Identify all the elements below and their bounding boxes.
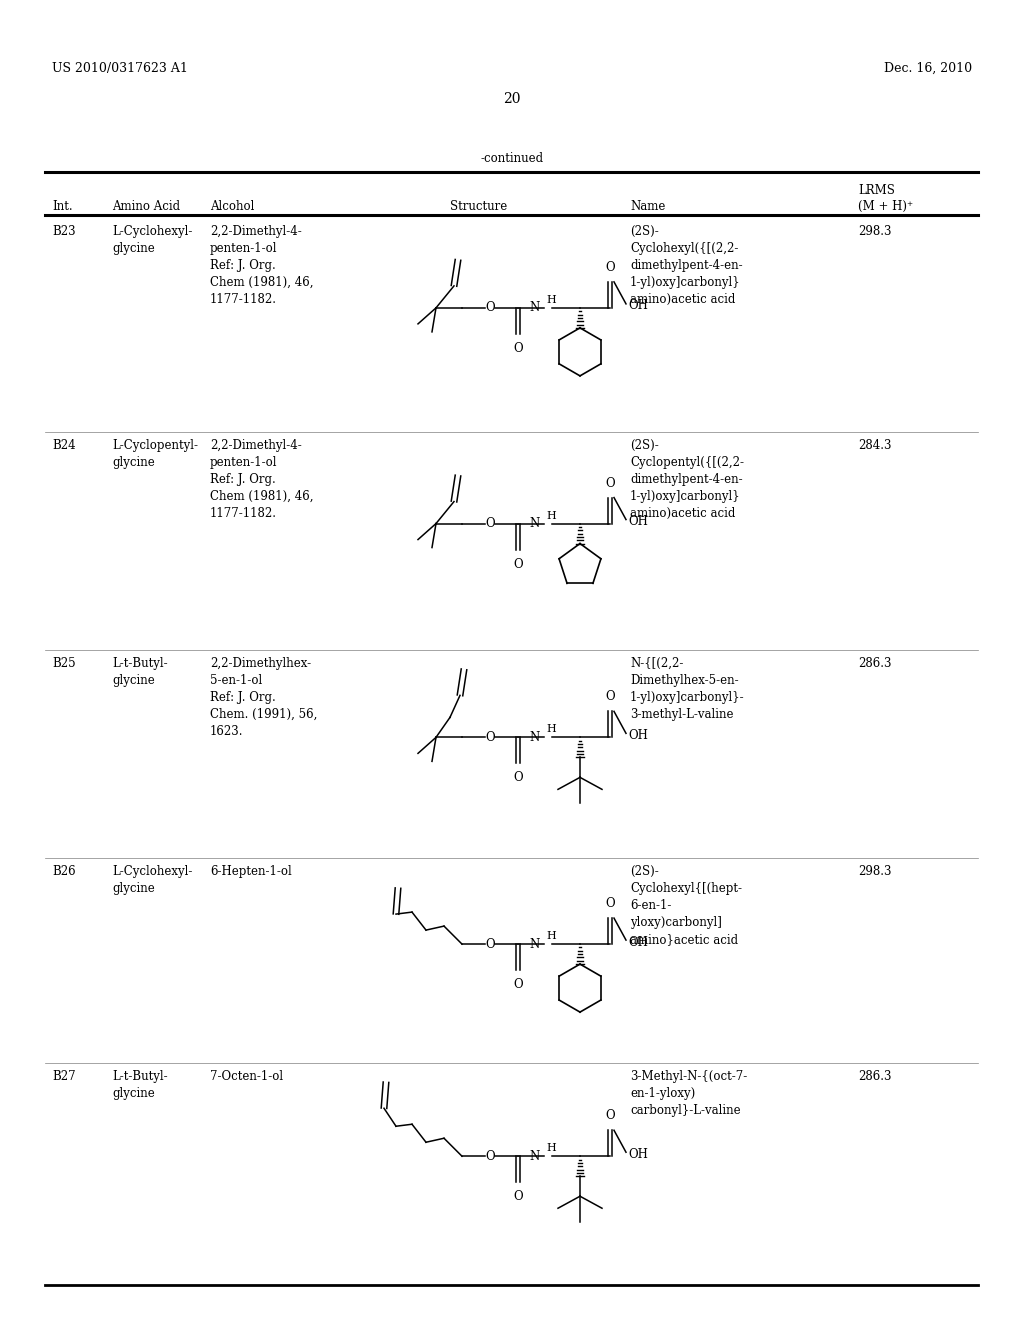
Text: -continued: -continued xyxy=(480,152,544,165)
Text: B23: B23 xyxy=(52,224,76,238)
Text: 3-Methyl-N-{(oct-7-
en-1-yloxy)
carbonyl}-L-valine: 3-Methyl-N-{(oct-7- en-1-yloxy) carbonyl… xyxy=(630,1071,748,1117)
Text: OH: OH xyxy=(628,1147,648,1160)
Text: L-t-Butyl-
glycine: L-t-Butyl- glycine xyxy=(112,1071,168,1100)
Text: 7-Octen-1-ol: 7-Octen-1-ol xyxy=(210,1071,283,1082)
Text: H: H xyxy=(546,511,556,520)
Text: L-t-Butyl-
glycine: L-t-Butyl- glycine xyxy=(112,657,168,686)
Text: L-Cyclohexyl-
glycine: L-Cyclohexyl- glycine xyxy=(112,865,193,895)
Text: OH: OH xyxy=(628,936,648,949)
Text: N-{[(2,2-
Dimethylhex-5-en-
1-yl)oxy]carbonyl}-
3-methyl-L-valine: N-{[(2,2- Dimethylhex-5-en- 1-yl)oxy]car… xyxy=(630,657,744,721)
Text: 2,2-Dimethyl-4-
penten-1-ol
Ref: J. Org.
Chem (1981), 46,
1177-1182.: 2,2-Dimethyl-4- penten-1-ol Ref: J. Org.… xyxy=(210,440,313,520)
Text: H: H xyxy=(546,725,556,734)
Text: Name: Name xyxy=(630,201,666,213)
Text: B26: B26 xyxy=(52,865,76,878)
Text: O: O xyxy=(485,1150,495,1163)
Text: 286.3: 286.3 xyxy=(858,657,892,671)
Text: B24: B24 xyxy=(52,440,76,451)
Text: 20: 20 xyxy=(503,92,521,106)
Text: (2S)-
Cyclopentyl({[(2,2-
dimethylpent-4-en-
1-yl)oxy]carbonyl}
amino)acetic aci: (2S)- Cyclopentyl({[(2,2- dimethylpent-4… xyxy=(630,440,744,520)
Text: N: N xyxy=(529,301,540,314)
Text: H: H xyxy=(546,294,556,305)
Text: N: N xyxy=(529,937,540,950)
Text: L-Cyclopentyl-
glycine: L-Cyclopentyl- glycine xyxy=(112,440,198,469)
Text: B27: B27 xyxy=(52,1071,76,1082)
Text: OH: OH xyxy=(628,300,648,313)
Text: L-Cyclohexyl-
glycine: L-Cyclohexyl- glycine xyxy=(112,224,193,255)
Text: 286.3: 286.3 xyxy=(858,1071,892,1082)
Text: N: N xyxy=(529,731,540,744)
Text: O: O xyxy=(513,557,523,570)
Text: Structure: Structure xyxy=(450,201,507,213)
Text: OH: OH xyxy=(628,515,648,528)
Text: O: O xyxy=(605,898,614,909)
Text: US 2010/0317623 A1: US 2010/0317623 A1 xyxy=(52,62,187,75)
Text: OH: OH xyxy=(628,729,648,742)
Text: O: O xyxy=(605,261,614,273)
Text: O: O xyxy=(513,1191,523,1204)
Text: O: O xyxy=(485,517,495,531)
Text: Int.: Int. xyxy=(52,201,73,213)
Text: O: O xyxy=(605,477,614,490)
Text: O: O xyxy=(485,937,495,950)
Text: H: H xyxy=(546,1143,556,1154)
Text: 284.3: 284.3 xyxy=(858,440,892,451)
Text: (2S)-
Cyclohexyl{[(hept-
6-en-1-
yloxy)carbonyl]
amino}acetic acid: (2S)- Cyclohexyl{[(hept- 6-en-1- yloxy)c… xyxy=(630,865,742,946)
Text: 298.3: 298.3 xyxy=(858,865,892,878)
Text: Alcohol: Alcohol xyxy=(210,201,254,213)
Text: LRMS: LRMS xyxy=(858,183,895,197)
Text: O: O xyxy=(605,1109,614,1122)
Text: B25: B25 xyxy=(52,657,76,671)
Text: O: O xyxy=(485,731,495,744)
Text: O: O xyxy=(513,771,523,784)
Text: (2S)-
Cyclohexyl({[(2,2-
dimethylpent-4-en-
1-yl)oxy]carbonyl}
amino)acetic acid: (2S)- Cyclohexyl({[(2,2- dimethylpent-4-… xyxy=(630,224,742,306)
Text: 2,2-Dimethyl-4-
penten-1-ol
Ref: J. Org.
Chem (1981), 46,
1177-1182.: 2,2-Dimethyl-4- penten-1-ol Ref: J. Org.… xyxy=(210,224,313,306)
Text: O: O xyxy=(513,978,523,991)
Text: O: O xyxy=(605,690,614,704)
Text: Amino Acid: Amino Acid xyxy=(112,201,180,213)
Text: 2,2-Dimethylhex-
5-en-1-ol
Ref: J. Org.
Chem. (1991), 56,
1623.: 2,2-Dimethylhex- 5-en-1-ol Ref: J. Org. … xyxy=(210,657,317,738)
Text: (M + H)⁺: (M + H)⁺ xyxy=(858,201,913,213)
Text: 298.3: 298.3 xyxy=(858,224,892,238)
Text: H: H xyxy=(546,931,556,941)
Text: O: O xyxy=(513,342,523,355)
Text: O: O xyxy=(485,301,495,314)
Text: N: N xyxy=(529,517,540,531)
Text: Dec. 16, 2010: Dec. 16, 2010 xyxy=(884,62,972,75)
Text: N: N xyxy=(529,1150,540,1163)
Text: 6-Hepten-1-ol: 6-Hepten-1-ol xyxy=(210,865,292,878)
